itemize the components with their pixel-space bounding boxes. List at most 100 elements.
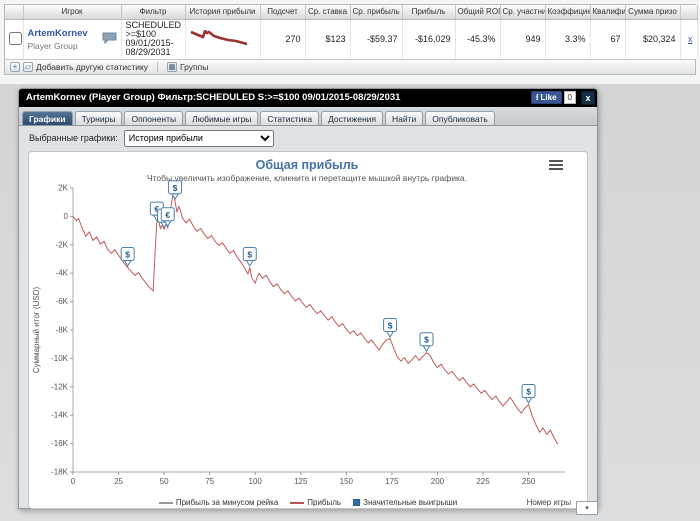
significant-win-marker[interactable]: [120, 247, 135, 262]
remove-row-link[interactable]: x: [688, 34, 693, 45]
x-tick-label: 0: [71, 477, 76, 486]
marker-symbol: €: [165, 210, 170, 220]
header-total-roi[interactable]: Общий ROI: [455, 5, 501, 20]
remove-cell: x: [680, 19, 698, 59]
legend-label: Прибыль за минусом рейка: [175, 498, 279, 507]
header-av-stake[interactable]: Ср. ставка: [305, 5, 351, 20]
chart-subtitle: Чтобы увеличить изображение, кликните и …: [147, 173, 467, 183]
total-roi-cell: -45.3%: [455, 19, 501, 59]
header-profit-history[interactable]: История прибыли: [185, 5, 261, 20]
av-stake-cell: $123: [305, 19, 351, 59]
significant-win-marker[interactable]: [242, 247, 257, 262]
legend-swatch: [290, 501, 305, 504]
x-tick-label: 25: [114, 477, 123, 486]
stats-table-container: Игрок Фильтр История прибыли Подсчет Ср.…: [4, 4, 698, 75]
tab-8[interactable]: Опубликовать: [425, 111, 495, 125]
header-av-entrants[interactable]: Ср. участни: [500, 5, 546, 20]
filter-line: >=$100: [125, 29, 157, 40]
marker-pointer: [385, 331, 395, 339]
player-panel: ArtemKornev (Player Group) Фильтр:SCHEDU…: [18, 88, 598, 509]
marker-symbol: $: [526, 387, 531, 397]
tab-2[interactable]: Турниры: [74, 111, 123, 125]
marker-symbol: $: [424, 335, 429, 345]
significant-win-marker[interactable]: [160, 207, 175, 222]
header-checkbox-col: [5, 5, 24, 20]
graph-select-label: Выбранные графики:: [29, 133, 118, 143]
legend-swatch: [158, 501, 173, 504]
legend-item[interactable]: Значительные выигрыши: [353, 498, 457, 507]
chart-bottom-row: Прибыль за минусом рейка Прибыль Значитель…: [29, 494, 587, 507]
marker-symbol: $: [247, 250, 252, 260]
y-tick-label: 2K: [58, 184, 68, 193]
x-tick-label: 250: [522, 477, 536, 486]
header-filter[interactable]: Фильтр: [121, 5, 186, 20]
table-footer: + ▱ Добавить другую статистику ▦ Группы: [5, 59, 695, 74]
av-profit-cell: -$59.37: [350, 19, 403, 59]
add-statistic-label: Добавить другую статистику: [36, 62, 149, 72]
chart-menu-icon[interactable]: [549, 160, 563, 162]
tab-3[interactable]: Оппоненты: [124, 111, 184, 125]
marker-pointer: [524, 397, 533, 405]
stats-table: Игрок Фильтр История прибыли Подсчет Ср.…: [5, 5, 698, 59]
tab-1[interactable]: Графики: [22, 111, 73, 125]
header-prize-total[interactable]: Сумма призо: [625, 5, 681, 20]
marker-pointer: [422, 345, 431, 353]
filter-line: 08/29/2031: [125, 47, 171, 58]
header-profit[interactable]: Прибыль: [402, 5, 456, 20]
significant-win-marker[interactable]: [168, 180, 183, 195]
x-tick-label: 100: [249, 477, 263, 486]
chart-card: Общая прибыль Чтобы увеличить изображение…: [28, 151, 588, 509]
legend-item[interactable]: Прибыль за минусом рейка: [158, 498, 279, 507]
count-cell: 270: [260, 19, 306, 59]
tab-5[interactable]: Статистика: [260, 111, 320, 125]
profit-line: [72, 193, 559, 445]
row-checkbox[interactable]: [9, 31, 22, 45]
marker-symbol: $: [173, 183, 178, 193]
av-entrants-cell: 949: [500, 19, 546, 59]
legend-label: Прибыль: [307, 498, 342, 507]
tab-4[interactable]: Любимые игры: [185, 111, 259, 125]
chart-menu-icon[interactable]: [549, 168, 563, 170]
header-player[interactable]: Игрок: [23, 5, 122, 20]
player-type-label: Player Group: [27, 40, 78, 51]
marker-symbol: $: [388, 321, 393, 331]
player-link[interactable]: ArtemKornev: [27, 27, 88, 39]
groups-button[interactable]: ▦ Группы: [167, 62, 208, 72]
y-tick-label: -18K: [51, 468, 69, 477]
profit-history-cell[interactable]: [185, 19, 261, 59]
y-tick-label: -6K: [56, 297, 69, 306]
header-av-profit[interactable]: Ср. прибыль: [350, 5, 403, 20]
grid-icon: ▦: [167, 62, 178, 72]
chat-bubble-icon[interactable]: [102, 32, 117, 46]
chart-title: Общая прибыль: [256, 158, 359, 172]
significant-win-marker[interactable]: [521, 384, 536, 399]
graph-type-select[interactable]: История прибыли: [123, 129, 274, 147]
player-cell: ArtemKornev Player Group: [23, 19, 122, 59]
legend-swatch: [353, 499, 361, 507]
tab-7[interactable]: Найти: [385, 111, 424, 125]
panel-header: ArtemKornev (Player Group) Фильтр:SCHEDU…: [19, 89, 597, 107]
header-qualified[interactable]: Квалифи: [590, 5, 626, 20]
x-tick-label: 50: [160, 477, 169, 486]
facebook-like-count: 0: [563, 91, 576, 104]
significant-win-marker[interactable]: [383, 318, 398, 333]
add-statistic-button[interactable]: + ▱ Добавить другую статистику: [10, 62, 148, 72]
significant-win-marker[interactable]: [419, 332, 434, 347]
tab-6[interactable]: Достижения: [321, 111, 384, 125]
x-tick-label: 200: [431, 477, 445, 486]
legend-item[interactable]: Прибыль: [290, 498, 341, 507]
y-tick-label: -4K: [56, 269, 69, 278]
header-count[interactable]: Подсчет: [260, 5, 306, 20]
chart-menu-icon[interactable]: [549, 164, 563, 166]
chart-icon: ▱: [23, 62, 33, 72]
plus-icon: +: [10, 62, 20, 72]
marker-symbol: €: [154, 204, 159, 214]
facebook-like-button[interactable]: f Like: [530, 91, 562, 104]
panel-corner-dropdown[interactable]: ▾: [576, 501, 598, 515]
header-ability[interactable]: Коэффицие: [545, 5, 591, 20]
groups-label: Группы: [180, 62, 209, 72]
prize-total-cell: $20,324: [625, 19, 681, 59]
ability-cell: 3.3%: [545, 19, 591, 59]
close-button[interactable]: x: [581, 91, 595, 105]
